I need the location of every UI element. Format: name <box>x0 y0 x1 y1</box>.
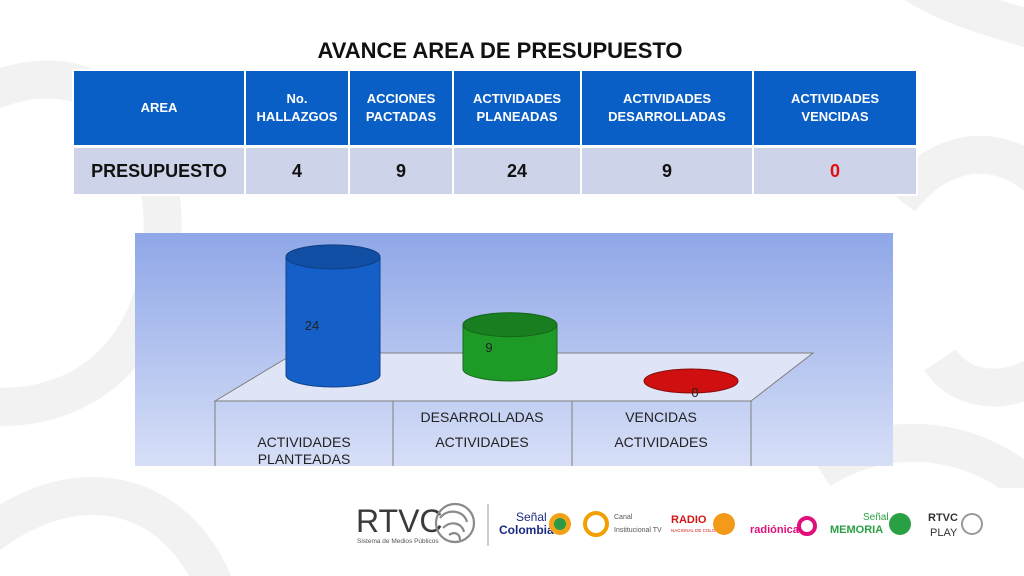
header-acciones-pactadas: ACCIONES PACTADAS <box>348 69 454 148</box>
radionica-icon <box>797 516 817 536</box>
cell-acciones-pactadas: 9 <box>348 145 454 196</box>
senal-memoria-icon <box>889 513 911 535</box>
rtvc-logo-subtitle: Sistema de Medios Públicos <box>357 538 439 545</box>
chart-bar-body <box>462 324 558 382</box>
senal-memoria-logo: Señal MEMORIA <box>830 512 911 536</box>
cell-area: PRESUPUESTO <box>72 145 246 196</box>
canal-institucional-logo: Canal Institucional TV <box>583 511 662 537</box>
chart-bar-top <box>462 312 558 338</box>
footer-logo-bar: RTVC Sistema de Medios Públicos Señal Co… <box>312 488 1024 560</box>
chart-bar <box>462 312 558 382</box>
page-title: AVANCE AREA DE PRESUPUESTO <box>317 38 683 63</box>
header-hallazgos: No. HALLAZGOS <box>244 69 350 148</box>
rtvc-logo-text: RTVC <box>356 503 443 539</box>
rtvc-swirl-icon <box>434 502 476 544</box>
cell-actividades-planeadas: 24 <box>452 145 582 196</box>
table-header-row: AREA No. HALLAZGOS ACCIONES PACTADAS ACT… <box>72 69 918 148</box>
rtvc-logo: RTVC Sistema de Medios Públicos <box>356 502 476 545</box>
cell-hallazgos: 4 <box>244 145 350 196</box>
x-tick-label: PLANTEADAS <box>258 451 351 466</box>
senal-colombia-line2: Colombia <box>499 523 554 537</box>
senal-memoria-line2: MEMORIA <box>830 524 883 536</box>
x-tick-label: DESARROLLADAS <box>421 409 544 425</box>
radio-nacional-line1: RADIO <box>671 514 707 526</box>
x-tick-label: ACTIVIDADES <box>435 434 528 450</box>
canal-institucional-line1: Canal <box>614 514 633 521</box>
rtvc-play-icon <box>961 513 983 535</box>
chart-svg: 2490ACTIVIDADESPLANTEADASDESARROLLADASAC… <box>135 233 893 466</box>
chart-bar-top <box>643 368 739 394</box>
canal-institucional-line2: Institucional TV <box>614 527 662 534</box>
chart-bar-body <box>285 256 381 388</box>
chart-data-label: 24 <box>305 318 319 333</box>
senal-colombia-line1: Señal <box>516 510 547 524</box>
radionica-logo: radiónica <box>750 516 817 536</box>
radionica-text: radiónica <box>750 524 800 536</box>
chart-bar <box>643 368 739 394</box>
chart-bar <box>285 244 381 388</box>
rtvc-play-logo: RTVC PLAY <box>928 512 983 539</box>
senal-memoria-line1: Señal <box>863 512 889 523</box>
x-tick-label: ACTIVIDADES <box>614 434 707 450</box>
chart-bar-top <box>285 244 381 270</box>
x-tick-label: ACTIVIDADES <box>257 434 350 450</box>
header-actividades-planeadas: ACTIVIDADES PLANEADAS <box>452 69 582 148</box>
radio-nacional-line2: NACIONAL DE COLOMBIA <box>671 528 726 533</box>
table-row: PRESUPUESTO 4 9 24 9 0 <box>72 145 918 196</box>
header-area: AREA <box>72 69 246 148</box>
rtvc-play-line2: PLAY <box>930 527 958 539</box>
radio-nacional-icon <box>713 513 735 535</box>
cell-actividades-vencidas: 0 <box>752 145 918 196</box>
summary-table: AREA No. HALLAZGOS ACCIONES PACTADAS ACT… <box>72 69 918 196</box>
header-actividades-vencidas: ACTIVIDADES VENCIDAS <box>752 69 918 148</box>
senal-colombia-logo: Señal Colombia <box>499 510 571 537</box>
canal-institucional-icon <box>583 511 609 537</box>
chart-data-label: 0 <box>691 385 698 400</box>
rtvc-play-line1: RTVC <box>928 512 958 524</box>
cylinder-bar-chart: 24 9 0 ACTIVIDADES PLANTEADAS DESARROLLADAS AC… <box>135 233 893 466</box>
chart-data-label: 9 <box>485 340 492 355</box>
radio-nacional-logo: RADIO NACIONAL DE COLOMBIA <box>671 513 735 535</box>
senal-colombia-icon-inner <box>554 518 566 530</box>
header-actividades-desarrolladas: ACTIVIDADES DESARROLLADAS <box>580 69 754 148</box>
cell-actividades-desarrolladas: 9 <box>580 145 754 196</box>
footer-logos: RTVC Sistema de Medios Públicos Señal Co… <box>356 502 983 546</box>
x-tick-label: VENCIDAS <box>625 409 697 425</box>
